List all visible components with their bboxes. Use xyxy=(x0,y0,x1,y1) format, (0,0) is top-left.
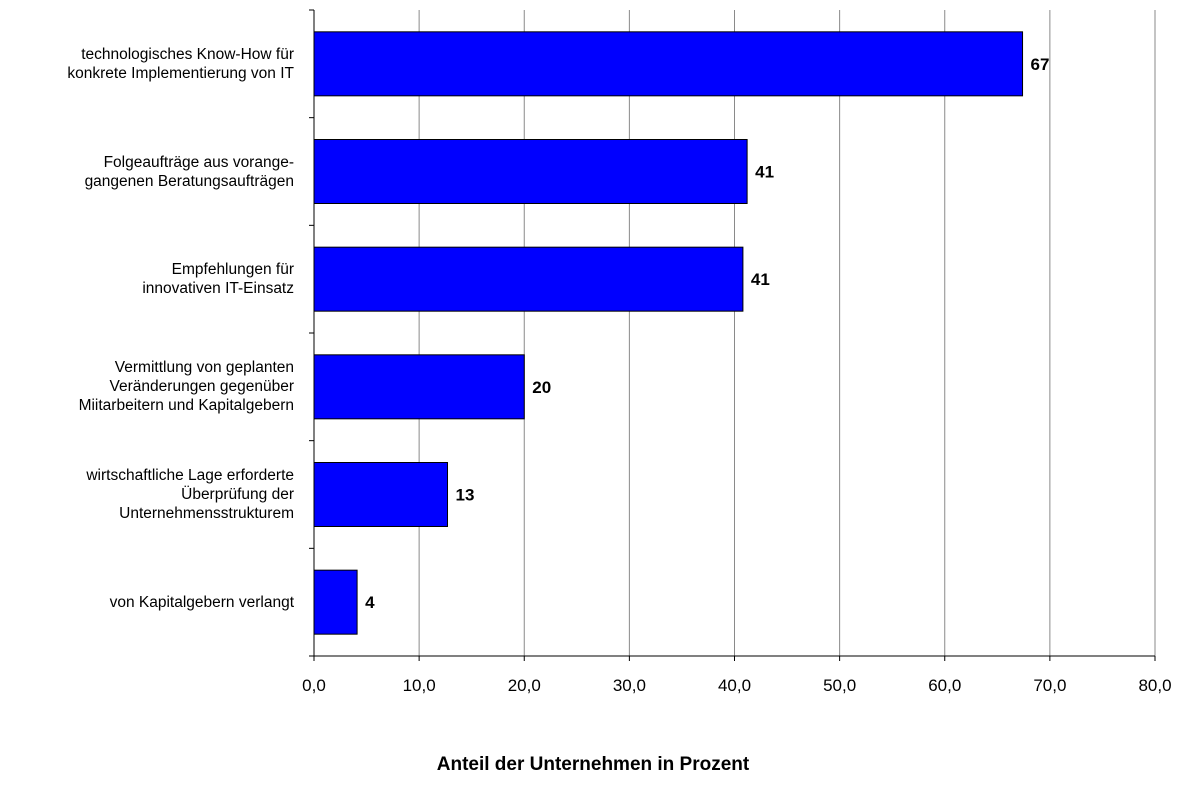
bar xyxy=(313,246,744,312)
bar xyxy=(313,569,358,635)
x-tick-label: 10,0 xyxy=(403,676,436,695)
data-label: 4 xyxy=(365,593,375,612)
data-label: 67 xyxy=(1031,55,1050,74)
x-tick-label: 80,0 xyxy=(1138,676,1171,695)
bar xyxy=(313,139,748,204)
category-label: Folgeaufträge aus vorange- gangenen Bera… xyxy=(84,153,294,190)
x-axis-title: Anteil der Unternehmen in Prozent xyxy=(436,754,750,775)
x-tick-label: 50,0 xyxy=(823,676,856,695)
bar xyxy=(313,354,525,420)
x-tick-label: 40,0 xyxy=(718,676,751,695)
data-label: 13 xyxy=(456,486,475,505)
category-label: Vermittlung von geplanten Veränderungen … xyxy=(78,359,294,415)
x-tick-label: 0,0 xyxy=(302,676,326,695)
data-label: 41 xyxy=(751,270,770,289)
data-label: 20 xyxy=(532,378,551,397)
x-tick-label: 30,0 xyxy=(613,676,646,695)
gridlines xyxy=(418,10,1156,656)
axes xyxy=(309,9,1156,661)
category-label: technologisches Know-How für konkrete Im… xyxy=(67,45,294,82)
data-labels: 67 41 41 20 13 4 xyxy=(365,55,1049,612)
x-tick-label: 20,0 xyxy=(508,676,541,695)
bar xyxy=(313,462,449,527)
x-tick-label: 70,0 xyxy=(1033,676,1066,695)
bar xyxy=(313,31,1024,97)
data-label: 41 xyxy=(755,163,774,182)
bars xyxy=(313,31,1024,635)
category-label: Empfehlungen für innovativen IT-Einsatz xyxy=(142,261,294,298)
category-label: von Kapitalgebern verlangt xyxy=(109,593,294,611)
x-tick-labels: 0,0 10,0 20,0 30,0 40,0 50,0 60,0 70,0 80,0 xyxy=(302,676,1171,695)
category-label: wirtschaftliche Lage erforderte Überprüf… xyxy=(86,467,294,522)
x-tick-label: 60,0 xyxy=(928,676,961,695)
